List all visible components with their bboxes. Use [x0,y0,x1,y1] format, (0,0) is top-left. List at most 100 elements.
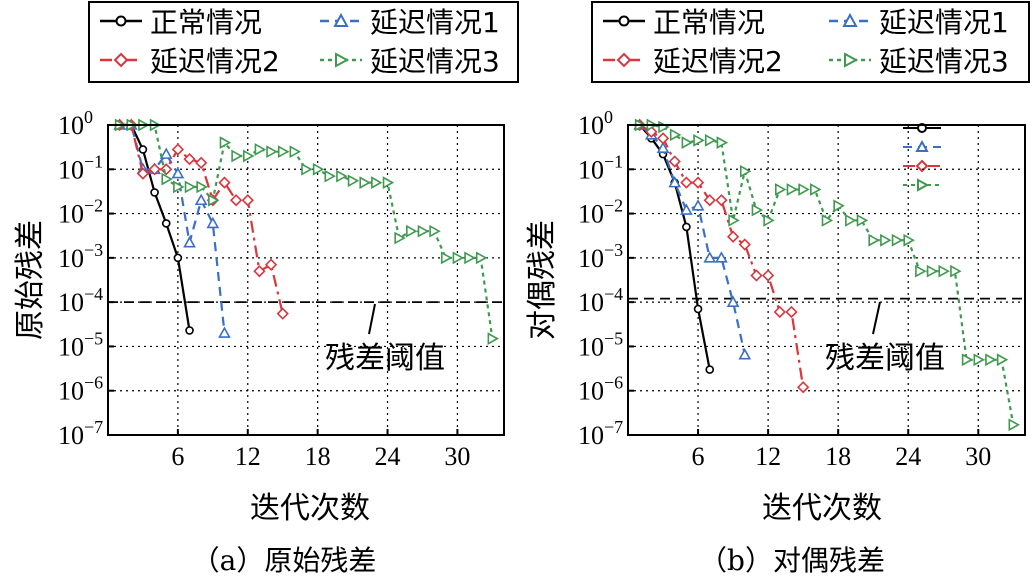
ytick-label--2: 10−2 [578,196,623,229]
series-2-point-4 [160,163,173,176]
series-0-point-3 [150,188,159,197]
legend-b-item-delay1: 延迟情况1 [829,6,1009,39]
series-2-point-13 [785,305,798,319]
series-3-point-7 [716,136,729,149]
series-1-point-6 [703,251,717,263]
xtick-label-30: 30 [444,442,470,471]
ytick-label--4: 10−4 [58,284,103,317]
series-2-point-14 [797,381,810,394]
series-3-point-11 [242,149,255,163]
chart-panel-b: 正常情况 延迟情况1 延迟情况2 延迟情况3 [525,1,1030,577]
series-3-point-7 [196,180,208,194]
caption-b: （b）对偶残差 [699,544,885,577]
series-2-point-5 [691,176,705,189]
series-3-point-30 [464,251,476,265]
legend-b-label-delay3: 延迟情况3 [879,45,1009,78]
legend-b-label-delay2: 延迟情况2 [653,45,783,78]
series-3-point-22 [891,233,904,247]
ytick-label-0: 100 [58,107,93,140]
series-0-point-5 [693,304,703,314]
xtick-label-6: 6 [171,442,184,471]
series-3-point-25 [406,224,418,238]
legend-a-item-delay3: 延迟情况3 [320,45,500,78]
series-1-point-7 [715,251,728,263]
series-2-point-10 [750,269,763,282]
series-2-point-6 [183,152,196,166]
ytick-label--6: 10−6 [58,373,103,406]
legend-b-item-delay2: 延迟情况2 [603,45,783,78]
series-2-point-8 [726,230,740,243]
legend-a-item-delay1: 延迟情况1 [320,6,500,39]
series-3-point-24 [915,264,927,278]
series-0-point-4 [161,219,171,228]
series-3-point-11 [763,214,775,227]
xtick-label-6: 6 [692,442,705,471]
series-3-point-3 [669,128,682,142]
xtick-label-12: 12 [755,442,781,471]
series-2-point-12 [253,265,266,278]
series-line-1 [638,124,746,355]
series-1-point-5 [691,199,705,211]
series-3-point-32 [1008,418,1020,432]
series-3-point-12 [774,183,787,196]
legend-b-item-normal: 正常情况 [603,6,765,39]
series-2-point-3 [148,163,161,176]
series-1-point-9 [738,348,752,360]
series-3-point-9 [219,136,232,149]
series-2-point-14 [276,307,289,320]
ylabel-a: 原始残差 [13,220,48,340]
threshold-pointer-a [368,303,376,335]
series-2-point-12 [773,305,786,319]
plot-frame [627,124,1026,436]
xtick-label-24: 24 [375,442,401,471]
legend-a-label-normal: 正常情况 [150,6,262,39]
xtick-label-18: 18 [305,442,331,471]
series-2-point-5 [171,143,185,156]
series-1-point-6 [183,236,196,248]
series-3-point-5 [693,133,705,147]
series-3-point-26 [417,224,430,238]
series-2-point-10 [229,194,243,207]
series-3-point-16 [821,214,834,227]
series-line-3 [639,123,1015,425]
legend-a-label-delay2: 延迟情况2 [150,45,280,78]
series-0-point-5 [173,253,183,263]
series-3-point-14 [798,183,810,196]
series-1-point-2 [656,141,670,153]
legend-a-label-delay3: 延迟情况3 [370,45,500,78]
series-2-point-4 [680,176,693,189]
series-3-point-8 [208,193,220,207]
series-3-point-4 [161,172,173,186]
series-3-point-29 [452,251,465,265]
series-3-point-20 [868,233,880,247]
series-2-point-9 [218,176,231,189]
series-3-point-25 [926,264,939,278]
series-1-point-5 [171,166,185,179]
series-3-point-6 [704,133,717,147]
ytick-label--7: 10−7 [578,417,623,450]
series-2-point-11 [241,194,254,207]
series-3-point-2 [658,120,670,134]
series-3-point-21 [880,233,892,247]
series-1-point-7 [194,193,208,206]
series-3-point-13 [786,183,799,196]
series-1-point-8 [726,295,740,307]
legend-b-label-delay1: 延迟情况1 [879,6,1009,39]
legend-a-item-normal: 正常情况 [100,6,262,39]
ytick-label--5: 10−5 [58,328,103,361]
series-3-point-26 [938,264,950,278]
legend-a: 正常情况 延迟情况1 延迟情况2 延迟情况3 [88,1,519,83]
series-0-point-6 [705,365,715,374]
caption-a: （a）原始残差 [192,544,377,577]
series-3-point-18 [324,169,336,183]
ytick-label--1: 10−1 [578,151,623,184]
ytick-label-0: 100 [578,107,613,140]
series-0-point-2 [138,145,148,154]
ytick-label--3: 10−3 [578,240,623,273]
xtick-label-12: 12 [235,442,261,471]
legend-b-item-delay3: 延迟情况3 [829,45,1009,78]
series-3-point-19 [856,214,869,227]
ytick-label--7: 10−7 [58,417,103,450]
series-3-point-27 [429,224,441,238]
